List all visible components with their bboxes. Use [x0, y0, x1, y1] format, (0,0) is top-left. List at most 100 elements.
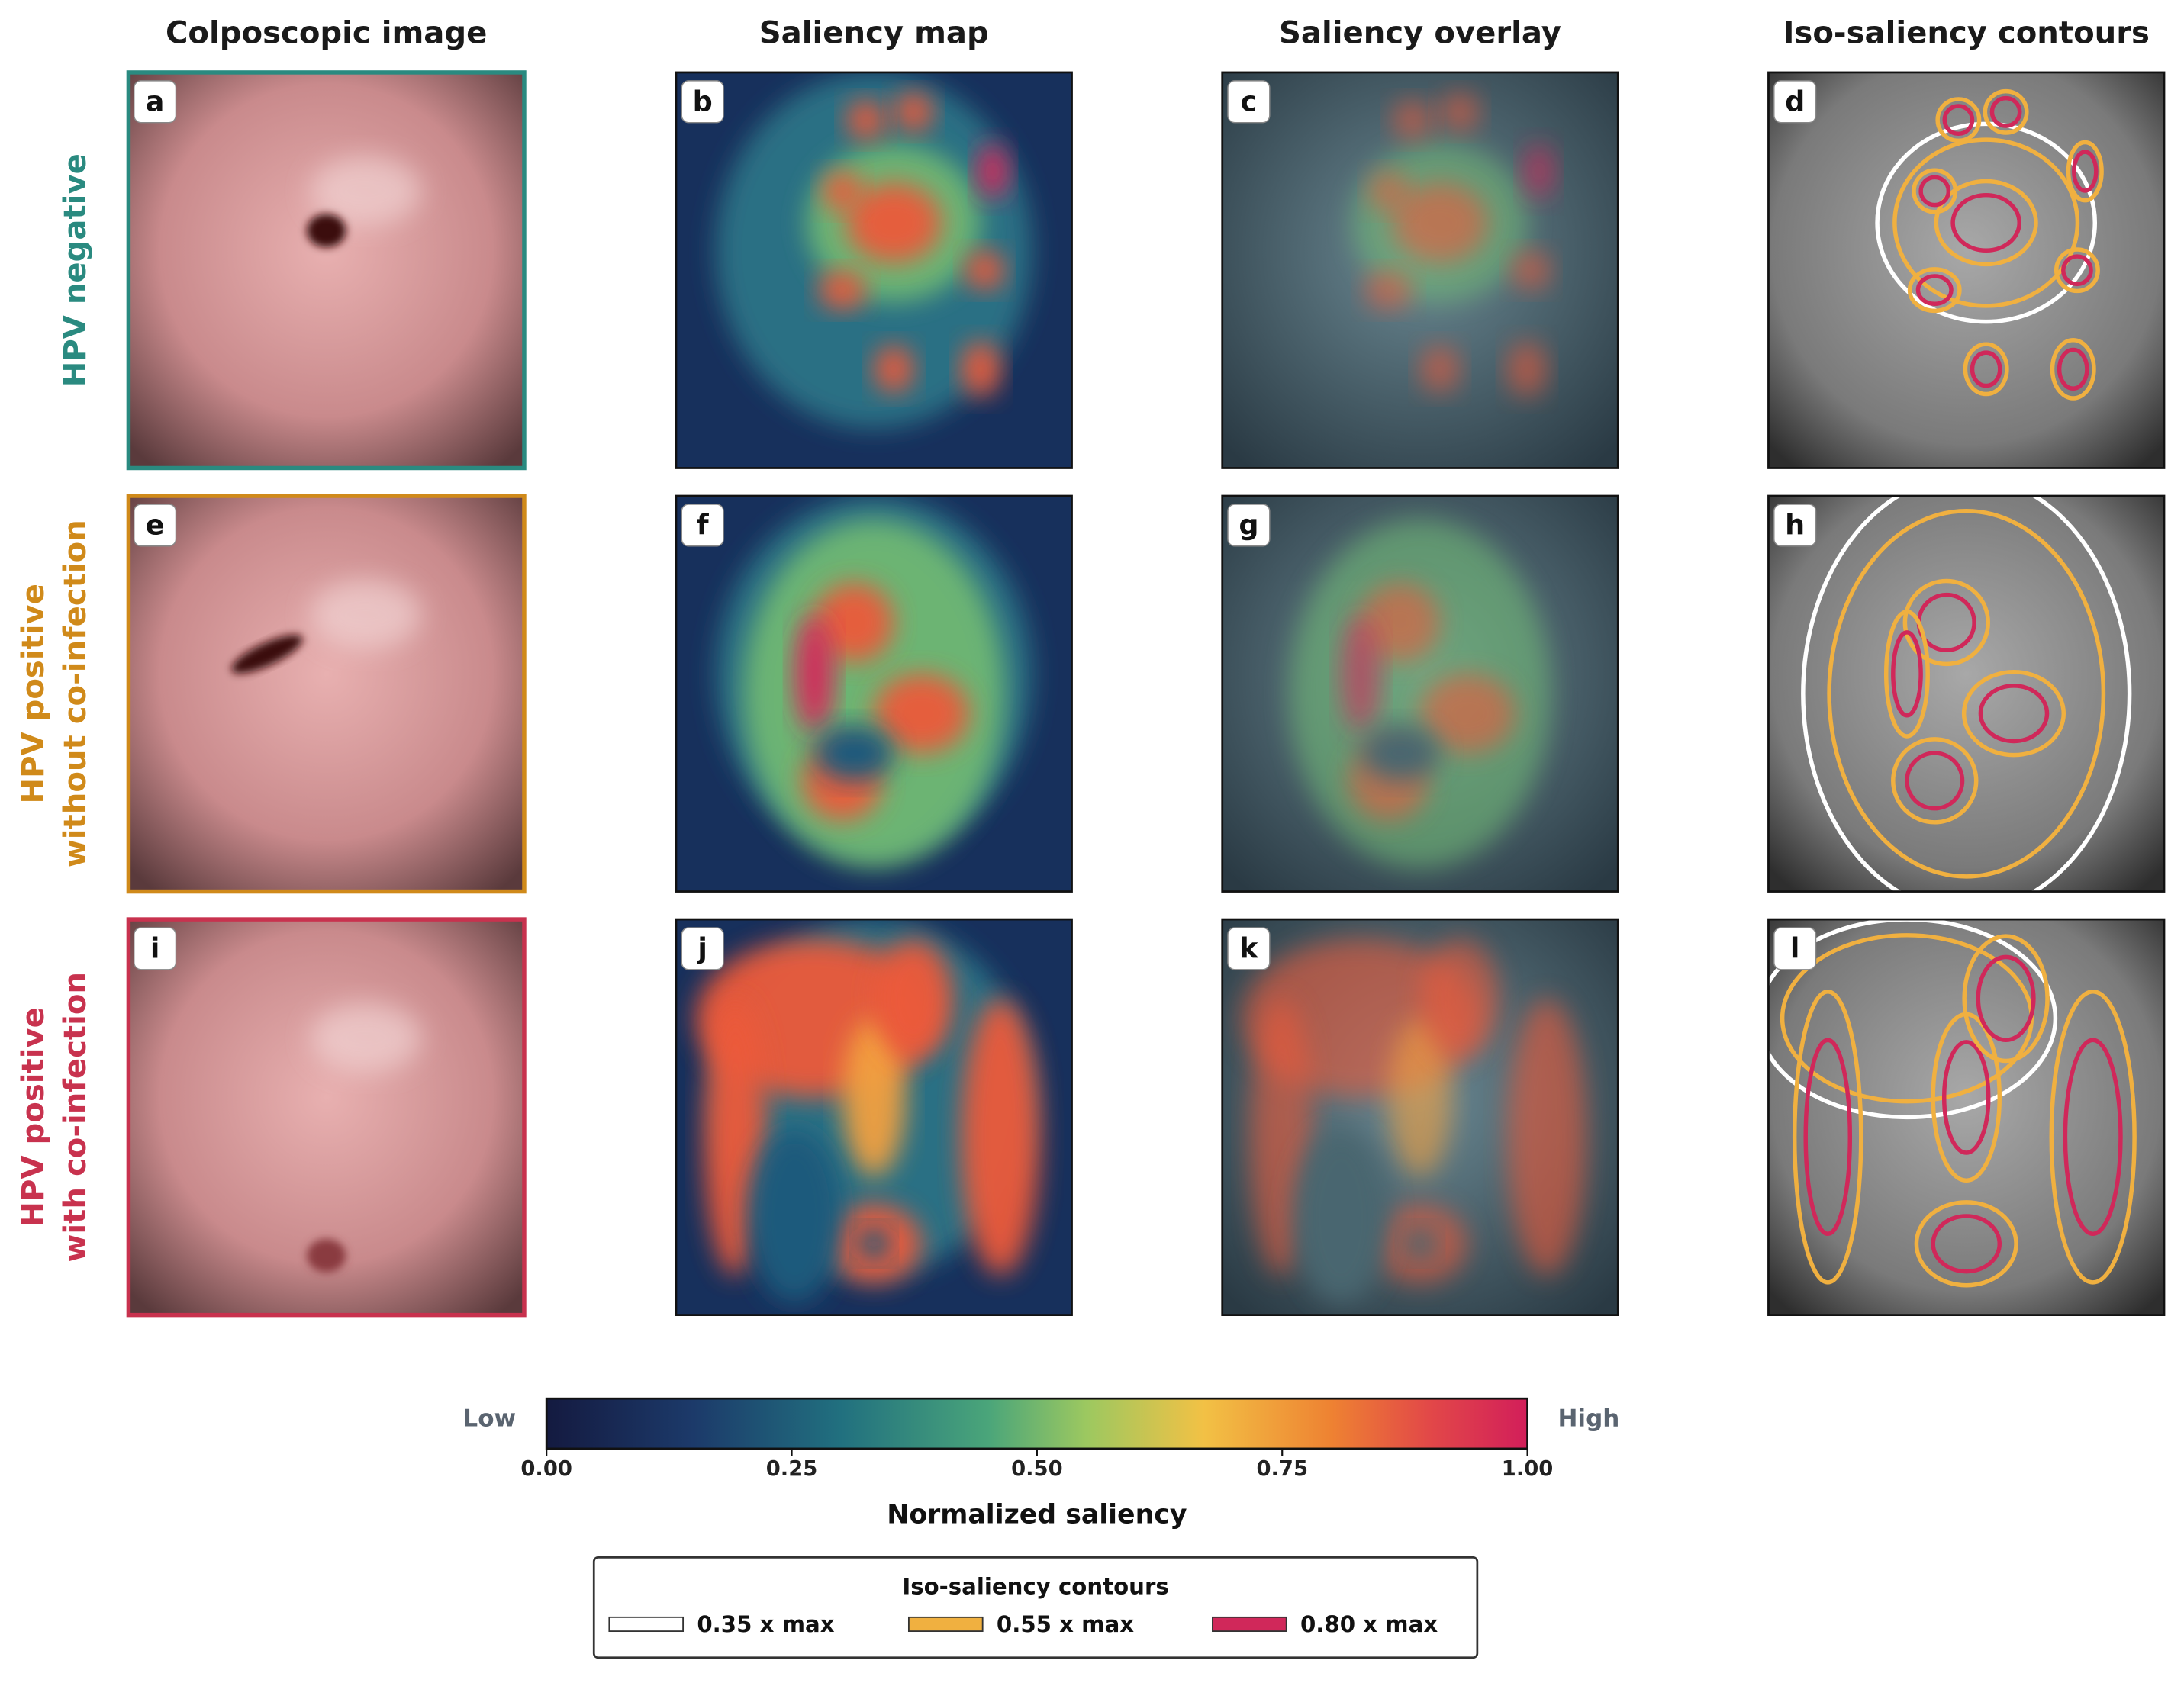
- row-label: HPV positive: [16, 1007, 51, 1227]
- contour: [2054, 247, 2100, 294]
- panel-frame: [675, 494, 1073, 893]
- panel-frame: [126, 494, 527, 894]
- contour: [2050, 338, 2096, 401]
- contour: [1976, 954, 2036, 1042]
- saliency-blob: [874, 939, 953, 1058]
- contour: [1918, 175, 1951, 208]
- legend-swatch: [1212, 1616, 1287, 1633]
- row-label: without co-infection: [58, 520, 93, 867]
- contour: [1801, 496, 2132, 892]
- panel: [1768, 496, 2165, 892]
- contour: [1963, 342, 2009, 397]
- saliency-blob: [1368, 171, 1409, 211]
- saliency-blob: [1522, 143, 1555, 199]
- panel-frame: [1221, 71, 1619, 469]
- tick-label: 0.25: [766, 1457, 818, 1481]
- tissue-highlight: [310, 579, 422, 650]
- panel-letter-box: [133, 80, 177, 124]
- panel-letter-box: [133, 927, 177, 970]
- panel: [1222, 496, 1619, 892]
- panel-frame: [675, 918, 1073, 1316]
- contour: [2072, 150, 2099, 193]
- saliency-blob: [1361, 583, 1440, 662]
- low-region: [1293, 1128, 1389, 1304]
- tick-label: 0.75: [1256, 1457, 1308, 1481]
- contour: [1902, 578, 1990, 667]
- panel-letter-box: [1773, 927, 1817, 970]
- panel-frame: [126, 70, 527, 471]
- saliency-blob: [846, 100, 886, 140]
- panel-letter: j: [696, 932, 707, 965]
- panel-letter: k: [1239, 932, 1258, 965]
- panel-letter: e: [146, 509, 165, 542]
- colorbar-high: High: [1557, 1405, 1619, 1433]
- os: [231, 635, 303, 674]
- colorbar-title: Normalized saliency: [887, 1500, 1187, 1530]
- contour: [1978, 684, 2050, 744]
- saliency-blob: [894, 92, 934, 132]
- contour: [1827, 508, 2106, 879]
- photo: [128, 72, 524, 468]
- contour: [1989, 95, 2022, 128]
- contour: [2061, 254, 2093, 287]
- panel: [1222, 72, 1619, 468]
- panel-letter: f: [697, 509, 710, 542]
- column-title: Colposcopic image: [166, 16, 487, 51]
- saliency-blob: [1419, 939, 1499, 1058]
- legend-label: 0.80 x max: [1300, 1611, 1438, 1637]
- contour: [1942, 104, 1975, 137]
- colorbar-low: Low: [462, 1405, 516, 1433]
- contour: [1935, 97, 1982, 143]
- legend-label: 0.35 x max: [697, 1611, 834, 1637]
- column-title: Iso-saliency contours: [1783, 16, 2149, 51]
- contour: [1970, 350, 2002, 388]
- contour: [1962, 934, 2050, 1064]
- panel-letter-box: [1227, 504, 1271, 547]
- panel-letter: d: [1785, 85, 1805, 118]
- legend-swatch: [608, 1616, 685, 1633]
- saliency-blob: [961, 341, 1001, 397]
- photo: [128, 496, 524, 892]
- panel-letter: l: [1790, 932, 1800, 965]
- saliency-blob: [1439, 92, 1480, 132]
- contour: [1915, 274, 1954, 307]
- panel-letter: c: [1241, 85, 1258, 118]
- panel: [128, 496, 524, 892]
- contour: [1891, 737, 1979, 825]
- os: [307, 1238, 346, 1273]
- colorbar: [545, 1397, 1528, 1450]
- panel-frame: [1221, 918, 1619, 1316]
- panel-letter: h: [1785, 509, 1805, 542]
- panel-frame: [126, 917, 527, 1318]
- contour: [1950, 192, 2021, 253]
- low-region: [814, 725, 894, 781]
- column-title: Saliency overlay: [1279, 16, 1561, 51]
- panel-letter: i: [150, 932, 160, 965]
- saliency-blob: [1507, 341, 1547, 397]
- contour: [1892, 137, 2080, 308]
- contour: [1934, 179, 2038, 267]
- saliency-blob: [1511, 250, 1551, 291]
- tick-label: 0.50: [1011, 1457, 1063, 1481]
- saliency-blob: [814, 583, 894, 662]
- saliency-blob: [1364, 270, 1413, 311]
- legend-title: Iso-saliency contours: [902, 1573, 1168, 1599]
- contour: [1941, 1040, 1991, 1155]
- saliency-blob: [822, 171, 862, 211]
- panel: [128, 72, 524, 468]
- row-label: with co-infection: [58, 972, 93, 1263]
- contour: [1883, 609, 1930, 739]
- contour: [1792, 989, 1863, 1285]
- column-title: Saliency map: [759, 16, 989, 51]
- contour: [1912, 168, 1958, 214]
- saliency-blob: [965, 250, 1005, 291]
- row-label: HPV negative: [58, 153, 93, 387]
- panel-letter: a: [146, 85, 165, 118]
- contour: [2066, 140, 2104, 203]
- panel-letter: g: [1239, 509, 1258, 542]
- tick-label: 0.00: [520, 1457, 572, 1481]
- saliency-blob: [874, 674, 969, 754]
- panel: [1768, 919, 2165, 1315]
- panel: [675, 919, 1072, 1315]
